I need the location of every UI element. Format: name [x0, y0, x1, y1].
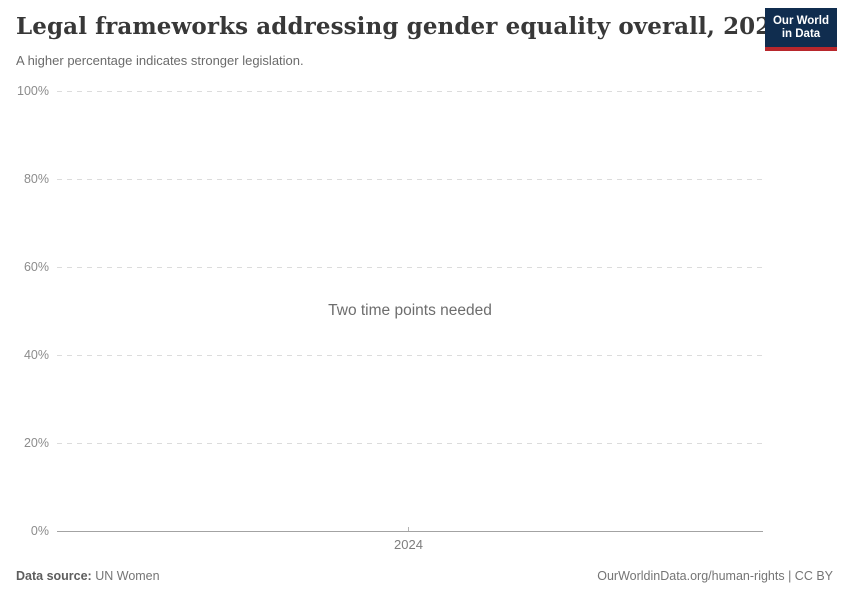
gridline — [57, 355, 763, 356]
owid-logo-line2: in Data — [781, 27, 821, 40]
y-axis-tick-label: 60% — [23, 260, 49, 274]
y-axis-tick-label: 20% — [23, 436, 49, 450]
gridline — [57, 443, 763, 444]
data-source-value: UN Women — [95, 569, 160, 583]
x-axis-tick-label: 2024 — [394, 537, 423, 552]
y-axis-tick-label: 0% — [30, 524, 49, 538]
gridline — [57, 91, 763, 92]
y-axis-tick-label: 40% — [23, 348, 49, 362]
y-axis-tick-label: 100% — [17, 84, 49, 98]
gridline — [57, 179, 763, 180]
x-axis-tick-mark — [408, 527, 409, 531]
owid-logo-line1: Our World — [772, 14, 829, 27]
gridline — [57, 267, 763, 268]
attribution-link[interactable]: OurWorldinData.org/human-rights | CC BY — [597, 569, 833, 583]
data-source-label: Data source: — [16, 569, 92, 583]
y-axis-tick-label: 80% — [23, 172, 49, 186]
owid-logo[interactable]: Our World in Data — [765, 8, 837, 51]
chart-subtitle: A higher percentage indicates stronger l… — [16, 53, 304, 68]
chart-title: Legal frameworks addressing gender equal… — [16, 13, 788, 40]
x-axis-line — [57, 531, 763, 532]
empty-state-message: Two time points needed — [328, 302, 492, 319]
data-source: Data source: UN Women — [16, 569, 160, 583]
